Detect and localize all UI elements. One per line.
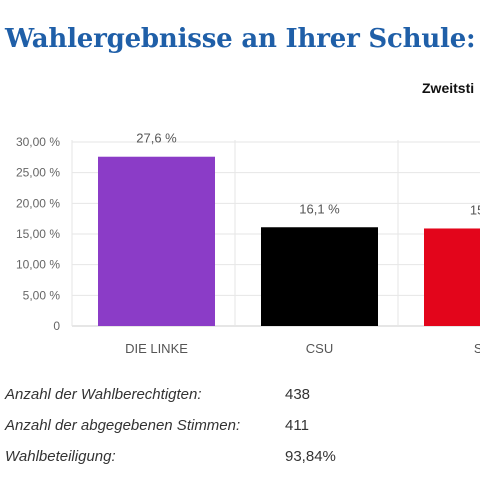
data-label: 15,9: [470, 202, 480, 217]
chart-subtitle: Zweitsti: [422, 80, 475, 96]
stat-row-eligible: Anzahl der Wahlberechtigten: 438: [5, 386, 480, 417]
x-tick-label: SP: [474, 341, 480, 356]
stat-value-votes: 411: [285, 417, 309, 434]
stats-list: Anzahl der Wahlberechtigten: 438 Anzahl …: [5, 386, 480, 479]
data-label: 16,1 %: [299, 201, 340, 216]
stat-label-turnout: Wahlbeteiligung:: [5, 448, 116, 465]
y-tick-label: 0: [53, 319, 60, 333]
chart-subtitle-clip: Zweitsti: [0, 70, 480, 100]
y-tick-label: 10,00 %: [16, 258, 60, 272]
y-tick-label: 5,00 %: [23, 288, 61, 302]
bar: [424, 228, 480, 326]
data-label: 27,6 %: [136, 131, 177, 146]
stat-row-turnout: Wahlbeteiligung: 93,84%: [5, 448, 480, 479]
stat-value-eligible: 438: [285, 386, 311, 403]
x-tick-label: DIE LINKE: [125, 341, 188, 356]
stat-row-votes: Anzahl der abgegebenen Stimmen: 411: [5, 417, 480, 448]
stat-label-votes: Anzahl der abgegebenen Stimmen:: [5, 417, 241, 434]
bar: [98, 156, 215, 326]
y-tick-label: 20,00 %: [16, 196, 60, 210]
x-tick-label: CSU: [306, 341, 333, 356]
bar: [261, 227, 378, 326]
stat-label-eligible: Anzahl der Wahlberechtigten:: [5, 386, 202, 403]
bar-chart: 0 5,00 % 10,00 % 15,00 % 20,00 % 25,00 % 30,00…: [16, 131, 480, 356]
y-tick-label: 25,00 %: [16, 166, 60, 180]
y-tick-label: 30,00 %: [16, 135, 60, 149]
y-tick-label: 15,00 %: [16, 227, 60, 241]
stat-value-turnout: 93,84%: [285, 448, 336, 465]
page-title: Wahlergebnisse an Ihrer Schule:: [5, 24, 476, 54]
